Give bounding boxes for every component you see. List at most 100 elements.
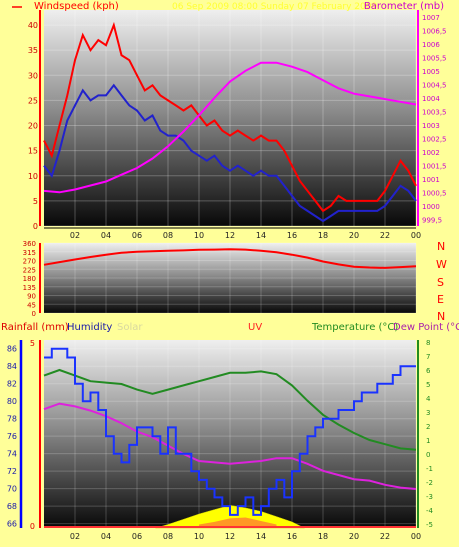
direction-label-s: S	[437, 276, 444, 289]
direction-y-tick-label: 360	[23, 240, 36, 248]
humidity-tick-label: 72	[7, 467, 17, 476]
temp-x-tick-label: 00	[411, 532, 421, 541]
temperature-tick-label: -1	[426, 465, 433, 473]
barometer-tick-label: 1001,5	[422, 162, 447, 170]
humidity-tick-label: 80	[7, 397, 17, 406]
direction-y-tick-label: 135	[23, 284, 36, 292]
barometer-tick-label: 1005,5	[422, 54, 447, 62]
wind-y-tick-label: 30	[28, 71, 38, 80]
barometer-tick-label: 1004,5	[422, 81, 447, 89]
barometer-tick-label: 1007	[422, 14, 440, 22]
direction-label-n-bottom: N	[437, 310, 445, 323]
wind-y-tick-label: 40	[28, 21, 38, 30]
humidity-axis-title: Humidity	[67, 322, 112, 333]
solar-legend-label: Solar	[117, 322, 143, 333]
direction-y-tick-label: 180	[23, 275, 36, 283]
wind-y-tick-label: 5	[33, 197, 38, 206]
humidity-tick-label: 74	[7, 450, 17, 459]
barometer-tick-label: 1004	[422, 95, 440, 103]
temp-x-tick-label: 06	[132, 532, 142, 541]
wind-y-tick-label: 20	[28, 122, 38, 131]
temp-x-tick-label: 14	[256, 532, 266, 541]
barometer-tick-label: 1003,5	[422, 108, 447, 116]
humidity-tick-label: 66	[7, 520, 17, 529]
temperature-tick-label: 1	[426, 437, 430, 445]
barometer-tick-label: 1006	[422, 41, 440, 49]
wind-y-tick-label: 15	[28, 147, 38, 156]
barometer-tick-label: 1006,5	[422, 27, 447, 35]
barometer-tick-label: 1002	[422, 149, 440, 157]
temperature-line	[43, 368, 417, 451]
wind-average-line	[43, 83, 417, 223]
humidity-tick-label: 82	[7, 380, 17, 389]
temperature-axis-title: Temperature (°C)	[311, 322, 398, 333]
wind-x-tick-label: 12	[225, 231, 235, 240]
wind-x-tick-label: 02	[70, 231, 80, 240]
direction-y-tick-label: 0	[32, 310, 36, 318]
wind-x-tick-label: 16	[287, 231, 297, 240]
uv-area	[199, 517, 277, 528]
temperature-tick-label: 6	[426, 367, 431, 375]
temperature-tick-label: 4	[426, 395, 431, 403]
temp-x-tick-label: 04	[101, 532, 111, 541]
humidity-tick-label: 68	[7, 502, 17, 511]
rainfall-tick-label: 5	[30, 339, 35, 348]
dewpoint-axis-title: Dew Point (°C	[393, 322, 459, 333]
wind-x-tick-label: 06	[132, 231, 142, 240]
wind-x-tick-label: 14	[256, 231, 266, 240]
barometer-axis-title: Barometer (mb)	[364, 1, 444, 12]
chart-timestamp-title: 06 Sep 2009 08:00 Sunday 07 February 200…	[172, 2, 377, 12]
temp-x-tick-label: 10	[194, 532, 204, 541]
temperature-tick-label: 8	[426, 339, 430, 347]
direction-y-tick-label: 45	[27, 301, 36, 309]
wind-y-tick-label: 35	[28, 46, 38, 55]
temperature-tick-label: -4	[426, 507, 434, 515]
temperature-tick-label: 7	[426, 353, 430, 361]
barometer-tick-label: 1005	[422, 68, 440, 76]
temperature-tick-label: -5	[426, 521, 433, 529]
temp-x-tick-label: 08	[163, 532, 173, 541]
barometer-tick-label: 999,5	[422, 216, 442, 224]
wind-y-tick-label: 25	[28, 96, 38, 105]
wind-x-tick-label: 18	[318, 231, 328, 240]
temperature-tick-label: 0	[426, 451, 430, 459]
wind-x-tick-label: 08	[163, 231, 173, 240]
wind-direction-line	[43, 248, 417, 269]
direction-y-tick-label: 270	[23, 258, 36, 266]
barometer-tick-label: 1000	[422, 203, 440, 211]
humidity-tick-label: 70	[7, 485, 17, 494]
temp-x-tick-label: 16	[287, 532, 297, 541]
uv-legend-label: UV	[248, 322, 262, 333]
direction-y-tick-label: 225	[23, 266, 36, 274]
wind-x-tick-label: 04	[101, 231, 111, 240]
direction-y-tick-label: 315	[23, 249, 36, 257]
temperature-tick-label: 3	[426, 409, 430, 417]
barometer-tick-label: 1001	[422, 176, 440, 184]
wind-y-tick-label: 0	[33, 222, 38, 231]
temperature-tick-label: 5	[426, 381, 430, 389]
temp-x-tick-label: 20	[349, 532, 359, 541]
direction-label-e: E	[437, 293, 444, 306]
windspeed-axis-title: Windspeed (kph)	[34, 1, 119, 12]
wind-x-tick-label: 20	[349, 231, 359, 240]
temp-x-tick-label: 18	[318, 532, 328, 541]
direction-label-w: W	[436, 258, 447, 271]
wind-x-tick-label: 22	[380, 231, 390, 240]
barometer-tick-label: 1002,5	[422, 135, 447, 143]
humidity-tick-label: 86	[7, 345, 17, 354]
temperature-tick-label: 2	[426, 423, 430, 431]
barometer-tick-label: 1003	[422, 122, 440, 130]
humidity-line	[44, 347, 416, 516]
wind-x-tick-label: 00	[411, 231, 421, 240]
direction-y-tick-label: 90	[27, 293, 36, 301]
humidity-tick-label: 76	[7, 432, 17, 441]
rainfall-tick-label: 0	[30, 522, 35, 531]
wind-gust-line	[43, 21, 417, 213]
barometer-tick-label: 1000,5	[422, 189, 447, 197]
temperature-tick-label: -3	[426, 493, 433, 501]
barometer-line	[43, 61, 417, 194]
wind-y-tick-label: 10	[28, 172, 38, 181]
humidity-tick-label: 78	[7, 415, 17, 424]
